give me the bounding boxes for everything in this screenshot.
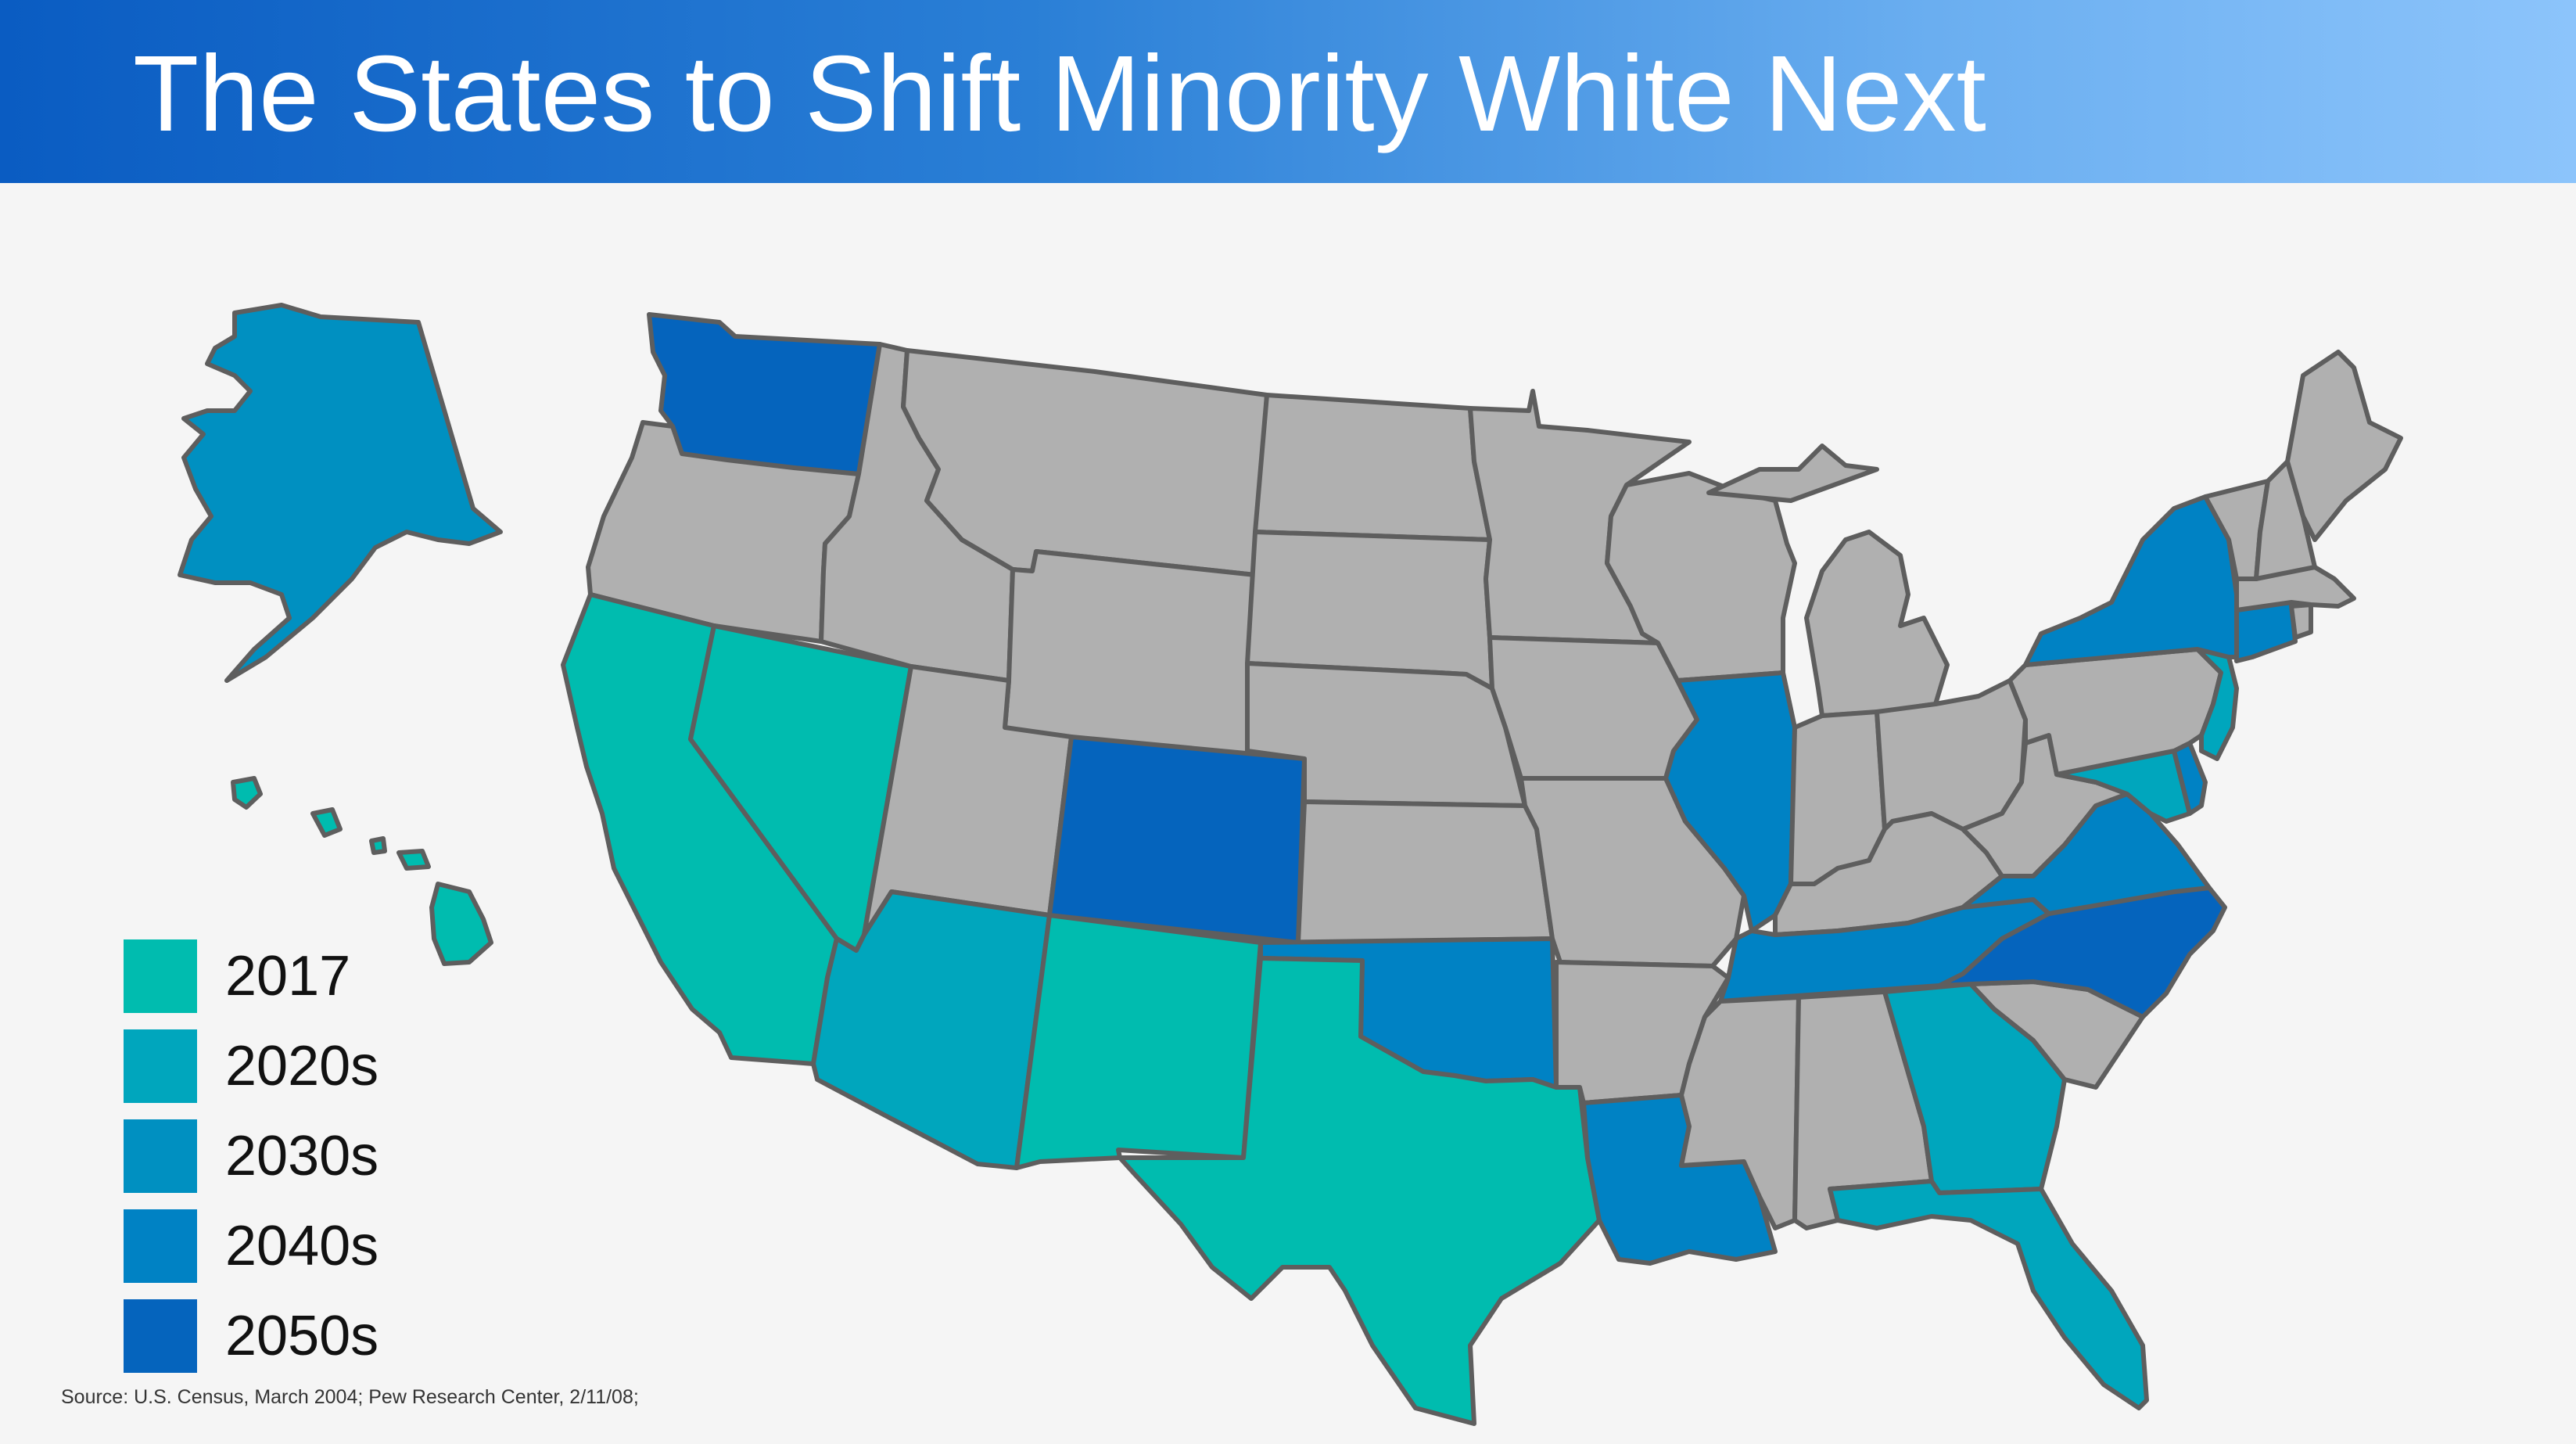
- state-rhode-island: [2289, 602, 2313, 640]
- legend-swatch: [124, 939, 197, 1013]
- state-florida: [1828, 1179, 2149, 1410]
- legend-swatch: [124, 1299, 197, 1373]
- state-colorado: [1047, 735, 1307, 945]
- legend-item: 2040s: [124, 1201, 379, 1291]
- legend-item: 2020s: [124, 1021, 379, 1111]
- state-new-mexico: [1014, 913, 1263, 1170]
- legend: 2017 2020s 2030s 2040s 2050s: [124, 931, 379, 1381]
- legend-swatch: [124, 1209, 197, 1283]
- legend-item: 2050s: [124, 1291, 379, 1381]
- state-north-dakota: [1253, 393, 1492, 542]
- source-note: Source: U.S. Census, March 2004; Pew Res…: [61, 1386, 639, 1408]
- title-bar: The States to Shift Minority White Next: [0, 0, 2576, 183]
- legend-label: 2020s: [225, 1034, 379, 1097]
- legend-item: 2017: [124, 931, 379, 1021]
- state-new-york: [2023, 494, 2247, 667]
- us-map: [178, 303, 2403, 1426]
- legend-swatch: [124, 1029, 197, 1103]
- legend-label: 2050s: [225, 1304, 379, 1367]
- legend-swatch: [124, 1119, 197, 1193]
- legend-label: 2040s: [225, 1214, 379, 1277]
- page-title: The States to Shift Minority White Next: [133, 34, 1986, 154]
- state-hawaii: [231, 776, 493, 966]
- state-washington: [647, 312, 882, 476]
- state-kansas: [1296, 799, 1555, 945]
- legend-label: 2017: [225, 944, 351, 1008]
- state-texas: [1118, 956, 1602, 1426]
- legend-label: 2030s: [225, 1124, 379, 1187]
- legend-item: 2030s: [124, 1111, 379, 1201]
- state-alaska: [178, 303, 503, 683]
- state-maine: [2285, 350, 2403, 542]
- state-new-jersey: [2195, 647, 2239, 761]
